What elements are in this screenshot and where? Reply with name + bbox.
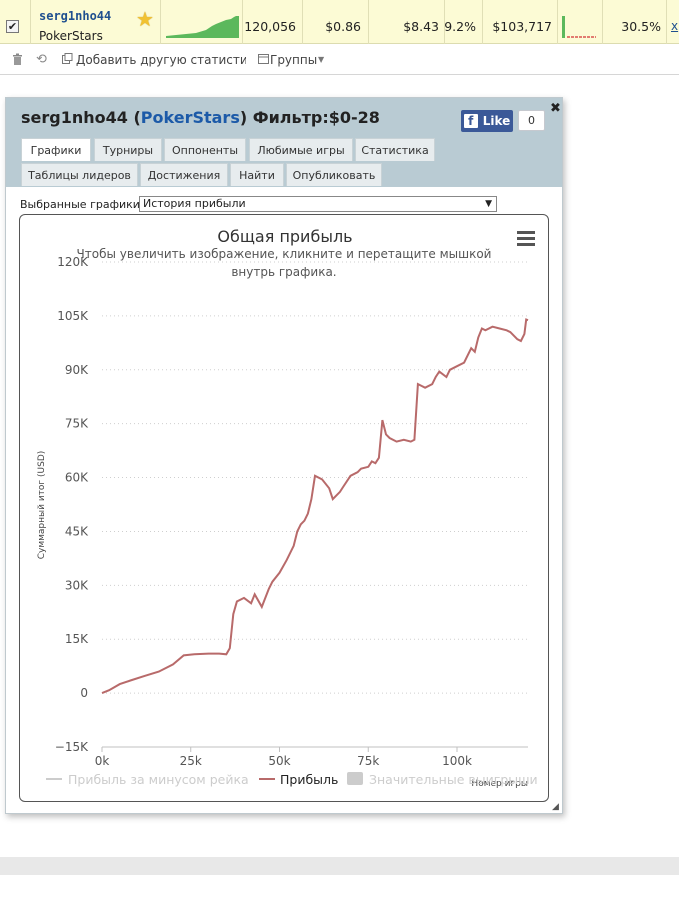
roi-value: 30.5%	[621, 19, 661, 34]
tab-charts[interactable]: Графики	[21, 138, 91, 161]
facebook-icon: f	[463, 114, 478, 128]
x-tick-label: 0k	[95, 754, 110, 768]
tab-achievements[interactable]: Достижения	[140, 163, 228, 186]
legend: Прибыль за минусом рейка Прибыль Значите…	[46, 772, 538, 787]
toolbar: ⟲ Добавить другую статистику Группы ▼	[0, 45, 679, 75]
chart-menu-icon[interactable]	[517, 231, 535, 246]
footer-bar	[0, 857, 679, 875]
divider	[482, 0, 483, 44]
title-player: serg1nho44	[21, 108, 128, 127]
checkmark-icon: ✔	[7, 20, 18, 33]
row-checkbox[interactable]: ✔	[6, 20, 19, 33]
groups-icon	[258, 53, 269, 67]
tab-leaderboards[interactable]: Таблицы лидеров	[21, 163, 138, 186]
favorite-star-icon[interactable]: ★	[136, 7, 154, 31]
divider	[368, 0, 369, 44]
facebook-like-button[interactable]: f Like	[461, 110, 513, 132]
legend-label-profit: Прибыль	[280, 772, 338, 787]
divider	[557, 0, 558, 44]
divider	[602, 0, 603, 44]
chart-title: Общая прибыль	[217, 227, 352, 246]
chart-subtitle-1: Чтобы увеличить изображение, кликните и …	[77, 247, 492, 261]
fb-like-label: Like	[482, 114, 511, 128]
add-stat-link[interactable]: Добавить другую статистику	[76, 53, 246, 67]
legend-label-big-wins: Значительные выигрыши	[369, 772, 538, 787]
title-paren-close: )	[239, 108, 248, 127]
chart-container: Общая прибыль Чтобы увеличить изображени…	[19, 214, 549, 802]
x-tick-label: 75k	[357, 754, 379, 768]
remove-link[interactable]: x	[671, 19, 679, 33]
legend-label-rake: Прибыль за минусом рейка	[68, 772, 249, 787]
chart-select-value: История прибыли	[143, 197, 246, 210]
sparkline	[166, 16, 239, 38]
x-tick-label: 100k	[442, 754, 472, 768]
fb-like-count: 0	[518, 110, 545, 131]
series-profit-line	[101, 318, 529, 695]
player-popup: serg1nho44 (PokerStars) Фильтр:$0-28 ✖ f…	[5, 97, 563, 814]
results-row: ✔ serg1nho44 PokerStars ★ 120,056 $0.86 …	[0, 0, 679, 44]
x-axis-ticks: 0k 25k 50k 75k 100k	[95, 747, 472, 768]
groups-dropdown[interactable]: Группы	[270, 53, 318, 67]
divider	[444, 0, 445, 44]
player-site: PokerStars	[39, 29, 103, 43]
y-tick-label: −15K	[55, 740, 89, 754]
y-tick-label: 45K	[65, 524, 89, 538]
legend-item-big-wins[interactable]: Значительные выигрыши	[347, 772, 538, 787]
refresh-icon[interactable]: ⟲	[36, 52, 47, 67]
chart-select[interactable]: История прибыли ▼	[139, 196, 497, 212]
tab-favorite-games[interactable]: Любимые игры	[249, 138, 353, 161]
divider	[242, 0, 243, 44]
y-tick-label: 30K	[65, 578, 89, 592]
close-icon[interactable]: ✖	[550, 101, 561, 116]
player-name-link[interactable]: serg1nho44	[39, 9, 112, 23]
y-tick-label: 120K	[57, 255, 89, 269]
tab-tournaments[interactable]: Турниры	[94, 138, 162, 161]
pct-value: 9.2%	[444, 19, 476, 34]
tab-search[interactable]: Найти	[230, 163, 284, 186]
y-axis-label: Суммарный итог (USD)	[37, 451, 47, 560]
x-axis-label: Номер игры	[471, 779, 528, 789]
copy-icon	[62, 53, 73, 67]
divider	[302, 0, 303, 44]
profit-value: $103,717	[492, 19, 552, 34]
chart-subtitle-2: внутрь графика.	[231, 265, 336, 279]
divider	[160, 0, 161, 44]
y-tick-label: 15K	[65, 632, 89, 646]
mini-chart	[562, 16, 596, 38]
bb-value: $0.86	[325, 19, 361, 34]
legend-item-profit[interactable]: Прибыль	[259, 772, 338, 787]
y-tick-label: 60K	[65, 471, 89, 485]
popup-header: serg1nho44 (PokerStars) Фильтр:$0-28 ✖ f…	[6, 98, 562, 187]
profit-chart[interactable]: Общая прибыль Чтобы увеличить изображени…	[20, 215, 548, 801]
trash-icon[interactable]	[12, 53, 23, 68]
chevron-down-icon: ▼	[485, 199, 492, 209]
y-tick-label: 105K	[57, 309, 89, 323]
x-tick-label: 25k	[180, 754, 202, 768]
stake-value: $8.43	[403, 19, 439, 34]
x-tick-label: 50k	[268, 754, 290, 768]
tab-statistics[interactable]: Статистика	[355, 138, 435, 161]
resize-handle-icon[interactable]: ◢	[552, 802, 559, 812]
title-paren-open: (	[127, 108, 141, 127]
tab-opponents[interactable]: Оппоненты	[164, 138, 246, 161]
title-site-link[interactable]: PokerStars	[140, 108, 240, 127]
y-tick-label: 90K	[65, 363, 89, 377]
divider	[30, 0, 31, 44]
y-tick-label: 75K	[65, 417, 89, 431]
popup-title: serg1nho44 (PokerStars) Фильтр:$0-28	[21, 108, 380, 127]
chevron-down-icon[interactable]: ▼	[318, 55, 325, 64]
divider	[666, 0, 667, 44]
legend-item-rake[interactable]: Прибыль за минусом рейка	[46, 772, 249, 787]
chart-select-label: Выбранные графики:	[20, 198, 144, 211]
y-axis-ticks: −15K 0 15K 30K 45K 60K 75K 90K 105K 120K	[55, 255, 89, 754]
hands-value: 120,056	[244, 19, 296, 34]
y-tick-label: 0	[80, 686, 88, 700]
title-filter: Фильтр:$0-28	[247, 108, 380, 127]
tab-publish[interactable]: Опубликовать	[286, 163, 382, 186]
